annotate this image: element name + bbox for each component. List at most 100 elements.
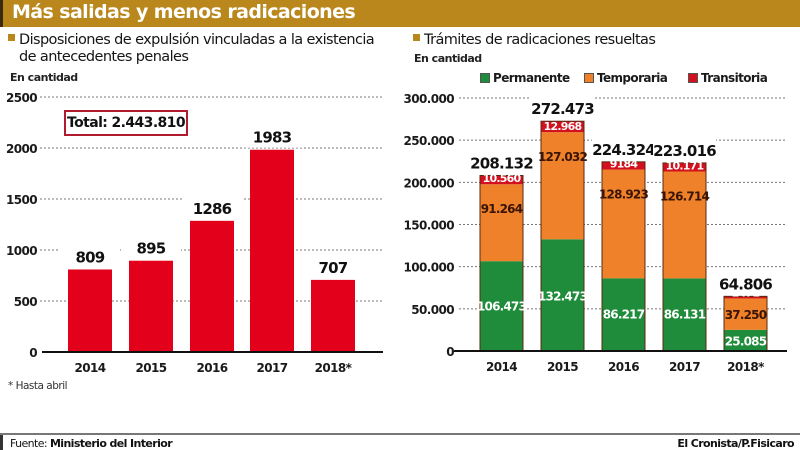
footer-credit: El Cronista/P.Fisicaro — [677, 437, 794, 450]
right-segment-value-label: 128.923 — [599, 188, 649, 202]
left-subtitle-line1: Disposiciones de expulsión vinculadas a … — [19, 32, 375, 48]
right-x-tick-label: 2015 — [547, 360, 578, 374]
right-x-tick-label: 2018* — [727, 360, 765, 374]
left-y-tick-label: 2000 — [6, 142, 37, 156]
footer-source: Fuente: Ministerio del Interior — [10, 437, 173, 450]
bullet-icon — [413, 34, 420, 41]
right-x-tick-label: 2014 — [486, 360, 517, 374]
left-bar — [190, 220, 234, 352]
right-bar-segment-transitoria — [541, 121, 584, 133]
total-annotation: Total: 2.443.810 — [64, 110, 188, 136]
left-x-tick-label: 2016 — [197, 361, 228, 375]
right-segment-value-label: 10.171 — [666, 160, 704, 173]
footnote: * Hasta abril — [8, 380, 68, 392]
right-label-bg — [653, 138, 716, 161]
right-y-tick-label: 200.000 — [404, 176, 455, 190]
right-bar-segment-temporaria — [602, 169, 645, 279]
footer-divider — [0, 433, 800, 435]
right-segment-value-label: 10.560 — [483, 172, 522, 185]
right-bar-segment-permanente — [541, 239, 584, 351]
legend-item-temporaria: Temporaria — [584, 71, 668, 85]
left-label-bg — [303, 255, 363, 278]
left-bar-value-label: 1286 — [193, 200, 232, 218]
right-bar-segment-temporaria — [724, 298, 767, 330]
right-segment-value-label: 86.131 — [664, 307, 706, 321]
source-prefix: Fuente: — [10, 437, 48, 450]
right-y-tick-label: 50.000 — [411, 303, 454, 317]
right-subtitle-text: Trámites de radicaciones resueltas — [424, 32, 656, 48]
legend-item-transitoria: Transitoria — [688, 71, 768, 85]
right-segment-value-label: 2471 — [732, 286, 760, 299]
right-segment-value-label: 106.473 — [477, 300, 527, 314]
bullet-icon — [8, 34, 15, 41]
left-chart-subtitle: Disposiciones de expulsión vinculadas a … — [8, 32, 375, 66]
right-y-tick-label: 250.000 — [404, 134, 455, 148]
right-bar-segment-permanente — [602, 278, 645, 351]
left-x-tick-label: 2014 — [75, 361, 106, 375]
left-x-tick-label: 2015 — [136, 361, 167, 375]
footer-edge — [0, 435, 3, 450]
right-segment-value-label: 127.032 — [538, 150, 588, 164]
right-bar-total-label: 64.806 — [719, 275, 772, 293]
left-bar — [250, 149, 294, 352]
right-y-tick-label: 150.000 — [404, 219, 455, 233]
legend-label: Permanente — [493, 71, 570, 85]
right-bar-segment-transitoria — [480, 175, 523, 185]
left-bar — [129, 260, 173, 352]
title-bar: Más salidas y menos radicaciones — [0, 0, 800, 27]
legend-swatch-permanente — [480, 73, 490, 83]
right-x-tick-label: 2016 — [608, 360, 639, 374]
left-bar — [311, 279, 355, 352]
right-label-bg — [714, 272, 777, 295]
left-bar-value-label: 809 — [76, 248, 105, 266]
right-segment-value-label: 12.968 — [544, 120, 582, 133]
left-label-bg — [242, 125, 302, 148]
left-y-tick-label: 0 — [29, 346, 37, 360]
left-label-bg — [121, 236, 181, 259]
right-bar-total-label: 223.016 — [653, 142, 716, 160]
left-y-tick-label: 1000 — [6, 244, 37, 258]
right-segment-value-label: 9184 — [610, 158, 639, 171]
left-y-tick-label: 1500 — [6, 193, 37, 207]
legend-label: Temporaria — [597, 71, 668, 85]
left-chart-unit: En cantidad — [10, 71, 78, 84]
left-label-bg — [60, 245, 120, 268]
left-bar-value-label: 895 — [137, 240, 166, 258]
left-x-tick-label: 2017 — [257, 361, 288, 375]
legend-item-permanente: Permanente — [480, 71, 570, 85]
right-segment-value-label: 25.085 — [725, 334, 767, 348]
right-bar-total-label: 272.473 — [531, 100, 594, 118]
legend-swatch-transitoria — [688, 73, 698, 83]
right-segment-value-label: 126.714 — [660, 190, 710, 204]
source-name: Ministerio del Interior — [49, 437, 173, 450]
right-bar-segment-temporaria — [541, 132, 584, 240]
left-subtitle-line2: de antecedentes penales — [19, 49, 189, 65]
right-bar-segment-transitoria — [602, 161, 645, 170]
right-segment-value-label: 86.217 — [603, 307, 645, 321]
right-bar-segment-permanente — [480, 261, 523, 351]
right-label-bg — [470, 151, 533, 174]
right-bar-segment-temporaria — [663, 171, 706, 279]
right-label-bg — [592, 137, 655, 160]
right-label-bg — [531, 97, 594, 120]
left-label-bg — [182, 196, 242, 219]
right-bar-segment-temporaria — [480, 184, 523, 262]
right-segment-value-label: 132.473 — [538, 290, 588, 304]
legend-swatch-temporaria — [584, 73, 594, 83]
right-bar-segment-permanente — [663, 278, 706, 351]
right-bar-segment-permanente — [724, 329, 767, 351]
page-title: Más salidas y menos radicaciones — [12, 1, 356, 23]
right-x-tick-label: 2017 — [669, 360, 700, 374]
left-y-tick-label: 2500 — [6, 91, 37, 105]
right-bar-total-label: 208.132 — [470, 154, 533, 172]
left-bar-value-label: 707 — [319, 259, 348, 277]
right-y-tick-label: 0 — [446, 345, 454, 359]
right-bar-segment-transitoria — [663, 162, 706, 172]
right-segment-value-label: 91.264 — [481, 202, 523, 216]
right-segment-value-label: 37.250 — [725, 308, 767, 322]
right-bar-segment-transitoria — [724, 296, 767, 299]
left-y-tick-label: 500 — [14, 295, 37, 309]
right-chart-subtitle: Trámites de radicaciones resueltas — [413, 32, 656, 49]
legend-label: Transitoria — [701, 71, 768, 85]
